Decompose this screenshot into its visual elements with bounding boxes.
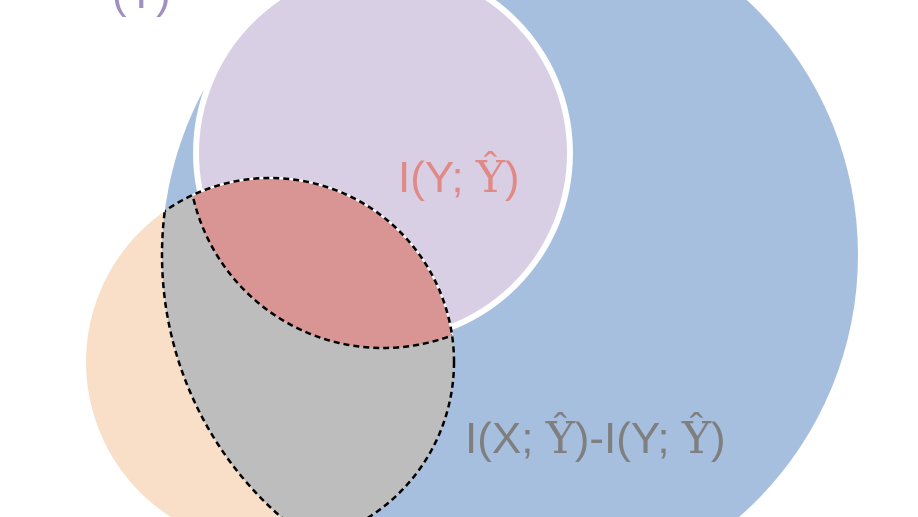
- dashed-left-boundary: [162, 176, 456, 517]
- top-left-partial-label: (Y): [112, 0, 171, 18]
- red-overlap-region: [188, 178, 454, 348]
- red-overlap-outline: [188, 177, 455, 348]
- mutual-info-label: I(Y; Ŷ): [398, 150, 520, 203]
- dashed-big-boundary: [160, 178, 454, 517]
- difference-label: I(X; Ŷ)-I(Y; Ŷ): [465, 411, 726, 464]
